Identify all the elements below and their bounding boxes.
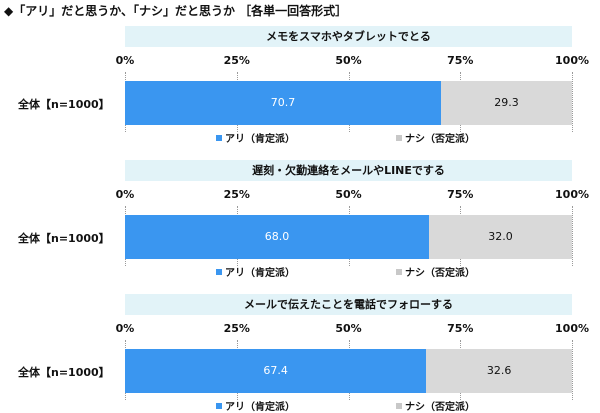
x-tick-label: 25%	[223, 322, 250, 335]
legend-item: ナシ（否定派）	[396, 130, 475, 145]
legend-item: アリ（肯定派）	[216, 264, 295, 279]
x-tick-label: 0%	[115, 54, 135, 67]
x-tick-label: 75%	[447, 322, 474, 335]
chart-title: メールで伝えたことを電話でフォローする	[125, 294, 572, 315]
legend-label: ナシ（否定派）	[405, 268, 475, 279]
gridline	[572, 206, 573, 266]
x-tick-label: 0%	[115, 188, 135, 201]
gridline	[572, 340, 573, 400]
data-label: 29.3	[494, 96, 519, 109]
legend-item: ナシ（否定派）	[396, 264, 475, 279]
bar-segment	[125, 349, 427, 393]
x-tick-label: 100%	[555, 322, 589, 335]
x-tick-label: 75%	[447, 188, 474, 201]
chart-title: 遅刻・欠勤連絡をメールやLINEでする	[125, 160, 572, 181]
legend-swatch	[216, 135, 222, 141]
bar-segment	[428, 215, 572, 259]
legend-label: ナシ（否定派）	[405, 134, 475, 145]
data-label: 68.0	[264, 230, 290, 243]
bar-segment	[125, 215, 429, 259]
legend-swatch	[396, 135, 402, 141]
legend-item: アリ（肯定派）	[216, 398, 295, 413]
category-label: 全体【n=1000】	[18, 232, 110, 245]
x-tick-label: 50%	[335, 322, 362, 335]
x-tick-label: 0%	[115, 322, 135, 335]
data-label: 67.4	[263, 364, 288, 377]
data-label: 32.0	[488, 230, 513, 243]
data-label: 32.6	[486, 364, 512, 377]
gridline	[572, 72, 573, 132]
legend-label: アリ（肯定派）	[225, 402, 295, 413]
legend-label: アリ（肯定派）	[225, 268, 295, 279]
category-label: 全体【n=1000】	[18, 366, 110, 379]
legend-swatch	[396, 403, 402, 409]
legend-swatch	[216, 269, 222, 275]
legend-swatch	[216, 403, 222, 409]
category-label: 全体【n=1000】	[18, 98, 110, 111]
x-tick-label: 50%	[335, 54, 362, 67]
data-label: 70.7	[270, 96, 296, 109]
legend-item: ナシ（否定派）	[396, 398, 475, 413]
x-tick-label: 100%	[555, 188, 589, 201]
x-tick-label: 50%	[335, 188, 362, 201]
x-tick-label: 25%	[223, 188, 250, 201]
bar-segment	[125, 81, 442, 125]
x-tick-label: 25%	[223, 54, 250, 67]
legend-item: アリ（肯定派）	[216, 130, 295, 145]
chart-title: メモをスマホやタブレットでとる	[125, 26, 572, 47]
bar-segment	[426, 349, 572, 393]
page-title: ◆「アリ」だと思うか、「ナシ」だと思うか ［各単一回答形式］	[4, 4, 348, 18]
legend-label: アリ（肯定派）	[225, 134, 295, 145]
x-tick-label: 100%	[555, 54, 589, 67]
x-tick-label: 75%	[447, 54, 474, 67]
legend-label: ナシ（否定派）	[405, 402, 475, 413]
bar-segment	[441, 81, 572, 125]
legend-swatch	[396, 269, 402, 275]
